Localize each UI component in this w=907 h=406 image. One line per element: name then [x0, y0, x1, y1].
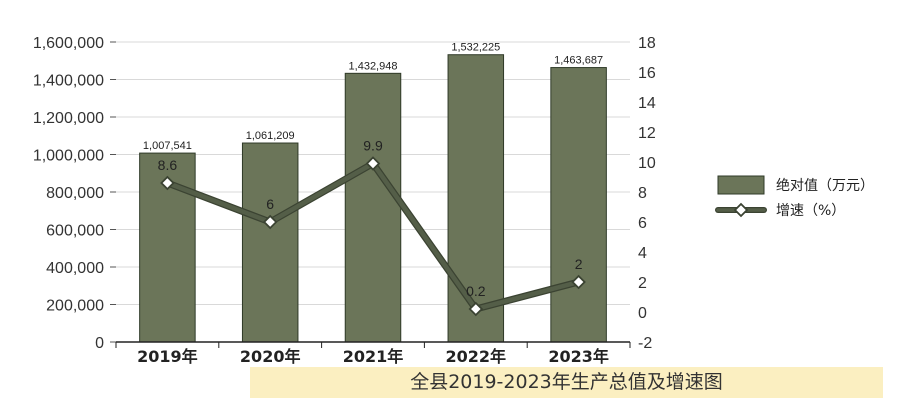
line-point-marker — [365, 156, 381, 171]
left-axis-tick-label: 800,000 — [46, 185, 104, 202]
bar-data-label: 1,007,541 — [143, 140, 192, 152]
line-data-label: 0.2 — [466, 283, 486, 299]
line-point-marker — [571, 274, 586, 290]
bar-data-label: 1,532,225 — [451, 42, 500, 54]
legend: 绝对值（万元） 增速（%） — [715, 175, 874, 219]
line-series — [160, 156, 586, 317]
right-axis-tick-label: 18 — [638, 35, 656, 52]
bar-data-label: 1,061,209 — [246, 130, 295, 142]
right-axis-tick-label: 2 — [638, 275, 647, 292]
line-point-marker — [262, 214, 278, 230]
left-axis-tick-label: 200,000 — [46, 298, 104, 315]
left-axis-tick-label: 600,000 — [46, 223, 104, 240]
x-axis-tick-label: 2020年 — [240, 347, 301, 366]
x-axis-tick-label: 2022年 — [446, 347, 507, 366]
bar — [447, 54, 505, 343]
right-axis-tick-label: 12 — [638, 125, 656, 142]
right-axis-tick-label: 16 — [638, 65, 656, 82]
right-axis-tick-label: 14 — [638, 95, 656, 112]
x-axis-tick-label: 2019年 — [137, 347, 198, 366]
x-axis-tick-label: 2021年 — [343, 347, 404, 366]
right-axis-tick-label: 0 — [638, 305, 647, 322]
left-axis-tick-label: 1,200,000 — [33, 110, 104, 127]
right-axis-tick-label: 10 — [638, 155, 656, 172]
x-axis-tick-label: 2023年 — [548, 347, 609, 366]
right-axis-tick-label: 4 — [638, 245, 647, 262]
chart-title: 全县2019-2023年生产总值及增速图 — [410, 371, 723, 393]
line-data-label: 9.9 — [363, 138, 383, 154]
left-axis-tick-label: 1,400,000 — [33, 73, 104, 90]
legend-label-bar: 绝对值（万元） — [776, 178, 874, 194]
legend-label-line: 增速（%） — [776, 203, 845, 219]
title-band — [250, 367, 883, 398]
line-data-label: 8.6 — [158, 157, 178, 173]
bar — [344, 72, 402, 343]
left-axis-tick-label: 1,000,000 — [33, 148, 104, 165]
bar-series — [139, 54, 607, 343]
bar — [550, 67, 607, 343]
bar-data-label: 1,432,948 — [349, 60, 398, 72]
right-axis-tick-label: 8 — [638, 185, 647, 202]
line-data-label: 2 — [575, 256, 583, 272]
left-axis-tick-label: 400,000 — [46, 260, 104, 277]
line-data-label: 6 — [266, 196, 274, 212]
legend-line-marker — [733, 202, 749, 218]
right-axis-tick-label: 6 — [638, 215, 647, 232]
bar — [241, 142, 299, 343]
bar-data-label: 1,463,687 — [554, 55, 603, 67]
axes: 0 200,000 400,000 600,000 800,000 1,000,000 1,… — [33, 35, 656, 366]
legend-bar-swatch — [717, 175, 765, 195]
right-axis-tick-label: -2 — [638, 335, 652, 352]
line-point-marker — [468, 301, 484, 317]
left-axis-tick-label: 1,600,000 — [33, 35, 104, 52]
left-axis-tick-label: 0 — [95, 335, 104, 352]
data-labels: 1,007,541 1,061,209 1,432,948 1,532,225 1,46… — [143, 42, 603, 299]
line-point-marker — [160, 175, 175, 191]
